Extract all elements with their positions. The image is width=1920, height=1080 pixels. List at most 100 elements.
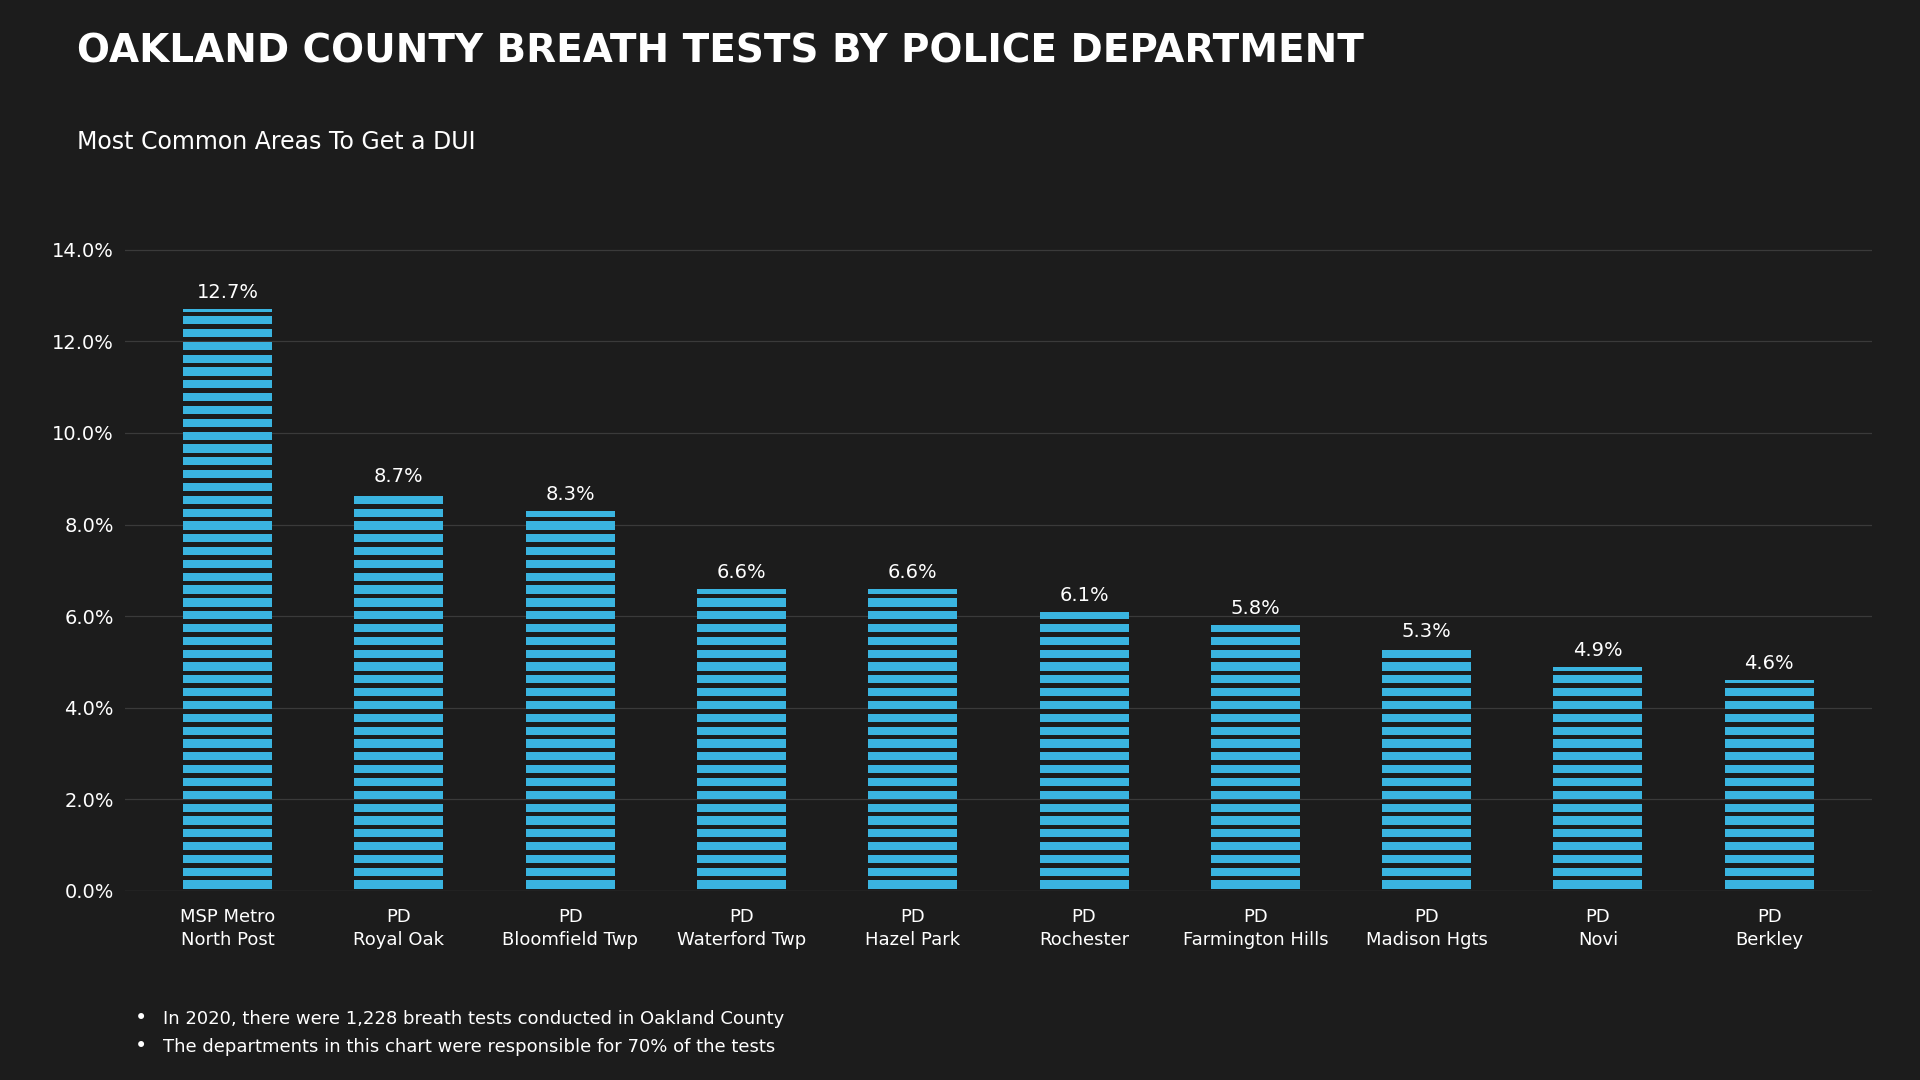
Bar — [868, 752, 958, 760]
Bar — [526, 842, 614, 850]
Bar — [1553, 804, 1642, 812]
Bar — [526, 740, 614, 747]
Bar — [182, 829, 273, 837]
Bar — [1724, 688, 1814, 697]
Bar — [182, 509, 273, 516]
Bar — [182, 309, 273, 311]
Bar — [868, 791, 958, 799]
Bar — [1724, 752, 1814, 760]
Bar — [1039, 740, 1129, 747]
Bar — [355, 598, 444, 607]
Bar — [1039, 662, 1129, 671]
Bar — [697, 765, 785, 773]
Bar — [355, 740, 444, 747]
Bar — [1039, 688, 1129, 697]
Bar — [1382, 649, 1471, 658]
Bar — [355, 804, 444, 812]
Bar — [182, 546, 273, 555]
Bar — [526, 778, 614, 786]
Bar — [1724, 740, 1814, 747]
Bar — [182, 419, 273, 427]
Bar — [526, 546, 614, 555]
Bar — [868, 854, 958, 863]
Bar — [182, 470, 273, 478]
Bar — [1553, 816, 1642, 825]
Bar — [526, 611, 614, 619]
Bar — [1039, 649, 1129, 658]
Bar — [697, 675, 785, 684]
Bar — [182, 727, 273, 734]
Bar — [868, 867, 958, 876]
Bar — [1212, 662, 1300, 671]
Bar — [1724, 816, 1814, 825]
Bar — [355, 535, 444, 542]
Bar — [1039, 637, 1129, 645]
Bar — [182, 457, 273, 465]
Bar — [182, 598, 273, 607]
Bar — [355, 572, 444, 581]
Bar — [1382, 778, 1471, 786]
Bar — [1553, 842, 1642, 850]
Bar — [1212, 714, 1300, 721]
Bar — [697, 816, 785, 825]
Bar — [1382, 752, 1471, 760]
Bar — [182, 341, 273, 350]
Bar — [355, 829, 444, 837]
Bar — [526, 854, 614, 863]
Bar — [355, 624, 444, 632]
Bar — [355, 791, 444, 799]
Bar — [526, 867, 614, 876]
Bar — [868, 880, 958, 889]
Bar — [355, 546, 444, 555]
Text: The departments in this chart were responsible for 70% of the tests: The departments in this chart were respo… — [163, 1038, 776, 1056]
Bar — [868, 804, 958, 812]
Bar — [868, 778, 958, 786]
Bar — [1553, 854, 1642, 863]
Bar — [697, 589, 785, 594]
Text: In 2020, there were 1,228 breath tests conducted in Oakland County: In 2020, there were 1,228 breath tests c… — [163, 1010, 785, 1028]
Bar — [182, 842, 273, 850]
Bar — [1212, 649, 1300, 658]
Bar — [182, 637, 273, 645]
Bar — [355, 727, 444, 734]
Bar — [526, 727, 614, 734]
Bar — [697, 867, 785, 876]
Bar — [355, 765, 444, 773]
Bar — [868, 675, 958, 684]
Text: Most Common Areas To Get a DUI: Most Common Areas To Get a DUI — [77, 130, 476, 153]
Bar — [1212, 867, 1300, 876]
Bar — [1039, 778, 1129, 786]
Bar — [1724, 714, 1814, 721]
Bar — [1039, 880, 1129, 889]
Bar — [526, 649, 614, 658]
Bar — [1039, 842, 1129, 850]
Text: 6.6%: 6.6% — [716, 563, 766, 582]
Bar — [697, 688, 785, 697]
Bar — [355, 701, 444, 710]
Bar — [526, 880, 614, 889]
Bar — [355, 867, 444, 876]
Bar — [1724, 804, 1814, 812]
Bar — [1553, 880, 1642, 889]
Text: 12.7%: 12.7% — [196, 283, 259, 302]
Bar — [1039, 611, 1129, 619]
Bar — [1382, 804, 1471, 812]
Bar — [355, 675, 444, 684]
Bar — [526, 804, 614, 812]
Bar — [1553, 727, 1642, 734]
Bar — [182, 714, 273, 721]
Bar — [182, 675, 273, 684]
Bar — [868, 727, 958, 734]
Bar — [697, 662, 785, 671]
Bar — [526, 559, 614, 568]
Bar — [1553, 867, 1642, 876]
Bar — [1553, 714, 1642, 721]
Bar — [1724, 778, 1814, 786]
Bar — [355, 778, 444, 786]
Bar — [526, 765, 614, 773]
Bar — [1212, 701, 1300, 710]
Bar — [868, 598, 958, 607]
Bar — [1039, 867, 1129, 876]
Bar — [868, 829, 958, 837]
Bar — [1039, 727, 1129, 734]
